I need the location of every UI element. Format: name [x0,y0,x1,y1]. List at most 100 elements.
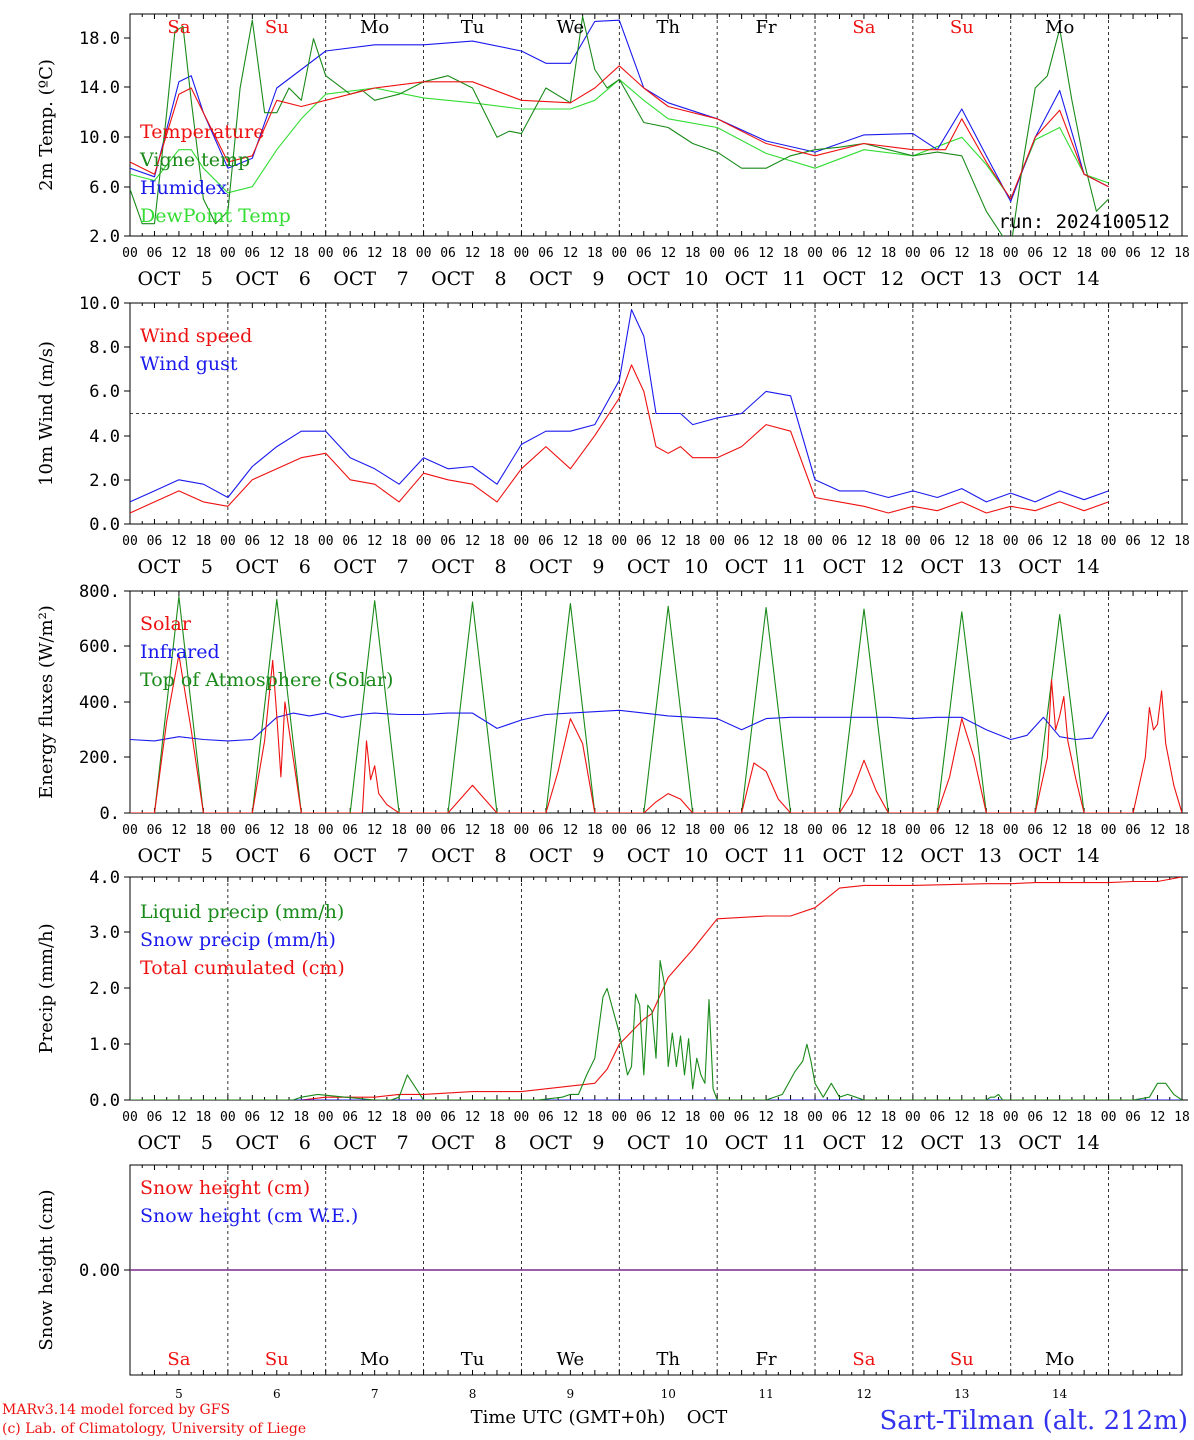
month-label: OCT [627,845,670,867]
hour-tick-label: 06 [342,246,358,261]
hour-tick-label: 06 [244,246,260,261]
hour-tick-label: 18 [489,246,505,261]
hour-tick-label: 06 [734,823,750,838]
month-label: OCT [920,556,963,578]
y-tick-label: 400. [79,693,120,713]
hour-tick-label: 12 [367,534,383,549]
hour-tick-label: 12 [171,246,187,261]
hour-tick-label: 18 [1174,246,1190,261]
hour-tick-label: 06 [636,1110,652,1125]
hour-tick-label: 00 [1101,823,1117,838]
series-dewpoint-temp [130,78,1109,200]
month-label: OCT [138,1132,181,1154]
hour-tick-label: 18 [685,246,701,261]
panel-1: 2.0 6.0 10.0 14.0 18.0 2m Temp. (ºC) Temperatu… [36,13,1190,290]
y-tick-label: 10.0 [79,294,120,314]
month-label: OCT [235,845,278,867]
date-label: 6 [299,556,311,578]
day-name-label: Su [950,1349,974,1370]
hour-tick-label: 00 [1003,1110,1019,1125]
hour-tick-label: 18 [783,246,799,261]
plot-frame [129,590,1183,814]
hour-tick-label: 12 [563,534,579,549]
hour-tick-label: 18 [587,1110,603,1125]
y-tick-label: 0. [100,804,120,824]
hour-tick-label: 06 [1027,823,1043,838]
hour-tick-label: 00 [514,823,530,838]
hour-tick-label: 06 [342,534,358,549]
hour-tick-label: 06 [147,823,163,838]
hour-tick-label: 12 [660,534,676,549]
hour-tick-label: 12 [660,823,676,838]
hour-tick-label: 18 [587,534,603,549]
y-tick-label: 6.0 [89,382,120,402]
day-name-label: Sa [167,1349,190,1370]
hour-tick-label: 06 [734,534,750,549]
hour-tick-label: 06 [342,823,358,838]
hour-tick-label: 06 [832,534,848,549]
hour-tick-label: 06 [244,823,260,838]
hour-tick-label: 12 [1150,534,1166,549]
hour-tick-label: 18 [489,823,505,838]
series-temperature [130,65,1109,200]
date-label: 11 [782,845,806,867]
month-label: OCT [627,1132,670,1154]
hour-tick-label: 00 [220,1110,236,1125]
hour-tick-label: 06 [244,534,260,549]
day-name-label: Mo [1045,1349,1074,1370]
hour-tick-label: 06 [440,246,456,261]
hour-tick-label: 06 [930,246,946,261]
date-label: 7 [371,1387,379,1401]
hour-tick-label: 00 [611,246,627,261]
hour-tick-label: 12 [1150,1110,1166,1125]
date-label: 14 [1076,845,1100,867]
y-tick-label: 0.0 [89,1091,120,1111]
date-label: 11 [782,556,806,578]
hour-tick-label: 06 [147,246,163,261]
date-label: 8 [494,845,506,867]
date-label: 14 [1076,1132,1100,1154]
day-name-label: Th [656,1349,680,1370]
month-label: OCT [920,1132,963,1154]
series-group [130,309,1109,514]
hour-tick-label: 12 [171,1110,187,1125]
date-label: 5 [175,1387,183,1401]
y-axis-title: Energy fluxes (W/m²) [36,605,57,799]
month-label: OCT [529,1132,572,1154]
date-label: 5 [201,845,213,867]
legend-entry: Wind gust [140,353,238,375]
hour-tick-label: 18 [978,823,994,838]
date-label: 10 [684,845,708,867]
date-label: 7 [397,1132,409,1154]
y-tick-label: 10.0 [79,128,120,148]
series-liquid-precip-mm-h [130,960,1182,1100]
hour-tick-label: 06 [244,1110,260,1125]
hour-tick-label: 18 [489,1110,505,1125]
hour-tick-label: 06 [342,1110,358,1125]
series-top-of-atmosphere-solar [130,595,1109,813]
hour-tick-label: 06 [734,246,750,261]
hour-tick-label: 12 [954,1110,970,1125]
day-name-label: Tu [461,1349,485,1370]
date-label: 5 [201,268,213,290]
hour-tick-label: 18 [293,246,309,261]
hour-tick-label: 18 [391,534,407,549]
day-name-label: We [557,17,585,38]
hour-tick-label: 18 [196,246,212,261]
hour-tick-label: 18 [587,246,603,261]
hour-tick-label: 12 [856,823,872,838]
hour-tick-label: 00 [905,823,921,838]
hour-tick-label: 12 [465,534,481,549]
hour-tick-label: 00 [514,1110,530,1125]
panel-2: 0.0 2.0 4.0 6.0 8.0 10.0 10m Wind (m/s) Wind sp… [36,294,1190,578]
hour-tick-label: 12 [1052,534,1068,549]
month-label: OCT [529,845,572,867]
month-label: OCT [1018,556,1061,578]
hour-tick-label: 18 [685,823,701,838]
hour-tick-label: 12 [758,1110,774,1125]
y-axis-title: 10m Wind (m/s) [36,341,57,486]
date-label: 9 [592,556,604,578]
hour-tick-label: 00 [807,1110,823,1125]
hour-tick-label: 00 [318,246,334,261]
day-name-label: Fr [756,1349,777,1370]
